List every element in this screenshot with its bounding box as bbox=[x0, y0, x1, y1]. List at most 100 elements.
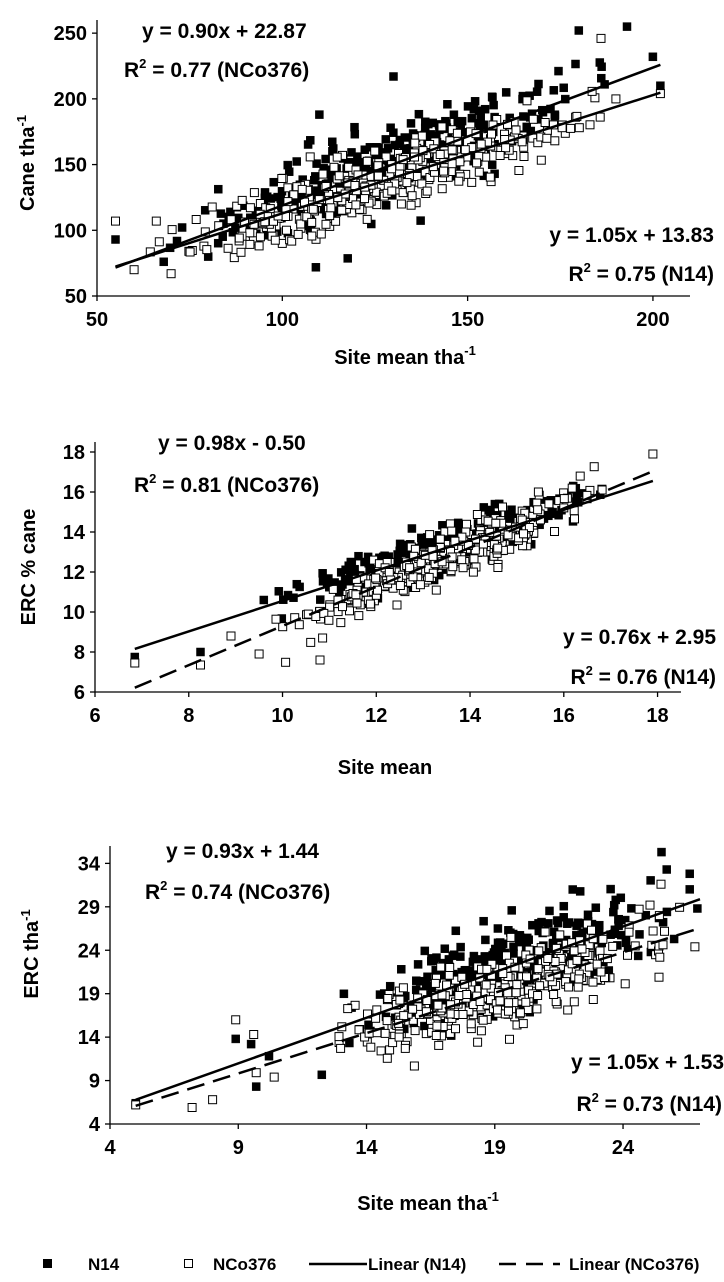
nco376-data-point bbox=[408, 1004, 418, 1014]
nco376-data-point bbox=[512, 980, 522, 990]
erc-percent-panel: 6 8 10 12 14 16 18 6 8 10 12 14 16 18 ERC % cane Site… bbox=[18, 432, 716, 779]
nco376-data-point bbox=[329, 162, 339, 172]
nco376-data-point bbox=[129, 265, 139, 275]
nco376-data-point bbox=[502, 951, 511, 961]
n14-data-point bbox=[453, 117, 462, 126]
nco376-data-point bbox=[493, 563, 503, 572]
nco376-data-point bbox=[305, 152, 315, 162]
nco376-data-point bbox=[287, 236, 297, 246]
nco376-data-point bbox=[454, 176, 464, 186]
nco376-data-point bbox=[533, 991, 543, 1000]
nco376-data-point bbox=[431, 1031, 441, 1040]
y-tick-label: 19 bbox=[78, 984, 100, 1006]
nco376-data-point bbox=[457, 555, 467, 565]
nco376-data-point bbox=[325, 602, 335, 612]
n14-data-point bbox=[685, 869, 694, 879]
n14-data-point bbox=[316, 595, 325, 604]
n14-trendline bbox=[115, 63, 661, 269]
nco376-data-point bbox=[511, 125, 521, 135]
n14-data-point bbox=[111, 235, 120, 244]
nco376-data-point bbox=[504, 998, 514, 1008]
n14-data-point bbox=[395, 135, 405, 145]
nco376-data-point bbox=[445, 963, 455, 972]
nco376-data-point bbox=[382, 1053, 392, 1063]
nco376-data-point bbox=[236, 247, 246, 257]
x-tick-label: 10 bbox=[271, 705, 293, 727]
n14-data-point bbox=[269, 177, 278, 187]
n14-data-point bbox=[522, 122, 531, 132]
nco376-data-point bbox=[501, 143, 511, 153]
n14-data-point bbox=[467, 113, 477, 123]
n14-data-point bbox=[575, 887, 585, 896]
y-tick-label: 29 bbox=[78, 897, 100, 919]
nco376-trendline bbox=[134, 470, 654, 689]
nco376-data-point bbox=[447, 526, 457, 536]
nco376-data-point bbox=[130, 658, 140, 668]
n14-data-point bbox=[317, 1070, 327, 1080]
n14-data-point bbox=[216, 209, 226, 218]
n14-data-point bbox=[451, 926, 461, 936]
nco376-data-point bbox=[191, 215, 201, 224]
n14-data-point bbox=[657, 847, 666, 857]
y-tick-label: 9 bbox=[89, 1071, 100, 1093]
nco376-data-point bbox=[432, 1021, 442, 1031]
nco376-data-point bbox=[251, 1068, 261, 1078]
nco376-data-point bbox=[536, 155, 546, 165]
y-tick-label: 150 bbox=[54, 155, 87, 177]
n14-data-point bbox=[389, 72, 398, 81]
nco376-data-point bbox=[439, 166, 449, 176]
nco376-trendline bbox=[135, 926, 701, 1107]
nco376-data-point bbox=[468, 567, 478, 577]
nco376-data-point bbox=[481, 980, 491, 990]
nco376-data-point bbox=[472, 158, 482, 168]
n14-data-point bbox=[470, 97, 480, 106]
n14-data-point bbox=[606, 884, 615, 894]
nco376-data-point bbox=[371, 573, 381, 583]
n14-data-point bbox=[669, 934, 679, 944]
n14-data-point bbox=[419, 537, 429, 546]
nco376-data-point bbox=[572, 955, 582, 965]
nco376-data-point bbox=[534, 946, 544, 956]
nco376-data-point bbox=[187, 1103, 197, 1112]
nco376-data-point bbox=[655, 952, 665, 962]
nco376-data-point bbox=[474, 167, 484, 177]
nco376-data-point bbox=[472, 510, 482, 519]
nco376-data-point bbox=[409, 1061, 419, 1071]
legend-n14-trendline-label: Linear (N14) bbox=[368, 1255, 466, 1274]
nco376-data-point bbox=[447, 145, 457, 155]
legend-nco376-marker bbox=[184, 1259, 193, 1268]
nco376-data-point bbox=[487, 129, 496, 139]
x-tick-label: 14 bbox=[459, 705, 482, 727]
n14-data-point bbox=[469, 951, 479, 961]
y-tick-label: 14 bbox=[63, 522, 86, 544]
nco376-data-point bbox=[269, 1072, 279, 1082]
n14-data-point bbox=[656, 81, 665, 90]
erc-percent-y-axis-label: ERC % cane bbox=[18, 509, 40, 626]
nco376-data-point bbox=[387, 186, 397, 196]
nco376-data-point bbox=[237, 195, 247, 205]
nco376-data-point bbox=[351, 200, 361, 210]
nco376-data-point bbox=[334, 1032, 344, 1042]
n14-data-point bbox=[311, 172, 320, 181]
nco376-data-point bbox=[376, 1046, 386, 1056]
nco376-data-point bbox=[505, 1034, 514, 1044]
nco376-data-point bbox=[398, 983, 408, 993]
nco376-data-point bbox=[519, 152, 529, 161]
nco376-data-point bbox=[318, 633, 328, 643]
nco376-data-point bbox=[383, 994, 393, 1003]
nco376-data-point bbox=[528, 114, 538, 124]
erc-yield-trendlines bbox=[135, 898, 701, 1107]
nco376-data-point bbox=[598, 934, 608, 944]
nco376-data-point bbox=[533, 505, 543, 515]
nco376-data-point bbox=[660, 926, 669, 936]
nco376-data-point bbox=[249, 188, 259, 198]
x-tick-label: 19 bbox=[484, 1137, 506, 1159]
cane-yield-panel: 50 100 150 200 250 50 100 150 200 Cane tha-1 Sit… bbox=[14, 20, 714, 369]
n14-data-point bbox=[685, 885, 694, 894]
nco376-data-point bbox=[350, 1000, 360, 1010]
nco376-data-point bbox=[395, 995, 405, 1005]
nco376-data-point bbox=[567, 483, 577, 493]
nco376-data-point bbox=[596, 33, 606, 43]
nco376-data-point bbox=[307, 217, 317, 227]
nco376-data-point bbox=[514, 166, 524, 175]
